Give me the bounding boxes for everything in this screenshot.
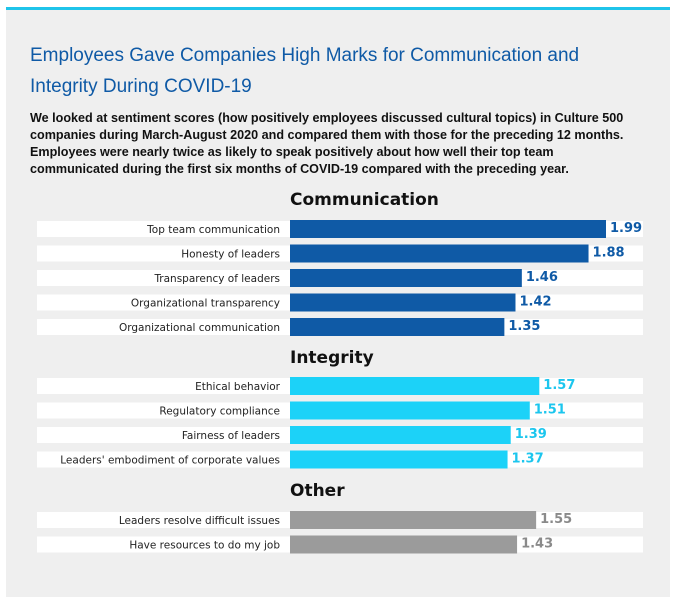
- value-label: 1.57: [543, 378, 575, 393]
- category-label: Have resources to do my job: [129, 540, 280, 552]
- value-label: 1.37: [512, 452, 544, 467]
- bar-communication-3: [290, 293, 516, 312]
- category-label: Honesty of leaders: [181, 249, 280, 261]
- value-label: 1.88: [593, 246, 625, 261]
- value-label: 1.99: [610, 221, 642, 236]
- bar-communication-1: [290, 244, 589, 263]
- category-label: Leaders' embodiment of corporate values: [60, 455, 280, 467]
- bar-other-1: [290, 535, 518, 554]
- group-title-other: Other: [290, 481, 345, 501]
- category-label: Transparency of leaders: [153, 273, 280, 285]
- category-label: Top team communication: [146, 224, 280, 236]
- value-label: 1.35: [508, 319, 540, 334]
- value-label: 1.42: [519, 295, 551, 310]
- category-label: Ethical behavior: [195, 381, 281, 393]
- value-label: 1.51: [534, 403, 566, 418]
- bar-integrity-2: [290, 426, 511, 444]
- chart-description: We looked at sentiment scores (how posit…: [30, 111, 624, 176]
- group-title-communication: Communication: [290, 190, 439, 210]
- bar-other-0: [290, 511, 537, 529]
- value-label: 1.55: [540, 512, 572, 527]
- category-label: Regulatory compliance: [159, 406, 280, 418]
- bar-integrity-0: [290, 377, 540, 395]
- bar-communication-2: [290, 269, 522, 287]
- value-label: 1.43: [521, 537, 553, 552]
- bar-communication-0: [290, 220, 606, 238]
- bar-communication-4: [290, 318, 505, 336]
- bar-integrity-3: [290, 450, 508, 469]
- chart-title: Employees Gave Companies High Marks for …: [30, 45, 580, 97]
- category-label: Leaders resolve difficult issues: [119, 515, 280, 527]
- category-label: Fairness of leaders: [182, 430, 280, 442]
- value-label: 1.46: [526, 270, 558, 285]
- category-label: Organizational communication: [119, 322, 280, 334]
- group-title-integrity: Integrity: [290, 348, 374, 368]
- value-label: 1.39: [515, 427, 547, 442]
- bar-integrity-1: [290, 401, 530, 420]
- category-label: Organizational transparency: [131, 298, 280, 310]
